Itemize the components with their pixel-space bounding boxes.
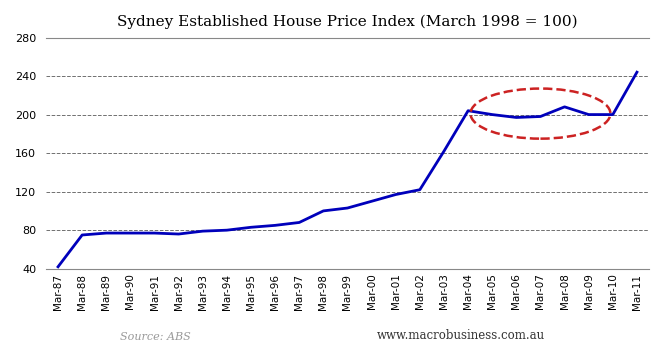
- Title: Sydney Established House Price Index (March 1998 = 100): Sydney Established House Price Index (Ma…: [117, 15, 578, 29]
- Text: www.macrobusiness.com.au: www.macrobusiness.com.au: [376, 329, 544, 342]
- Text: Source: ABS: Source: ABS: [120, 332, 191, 342]
